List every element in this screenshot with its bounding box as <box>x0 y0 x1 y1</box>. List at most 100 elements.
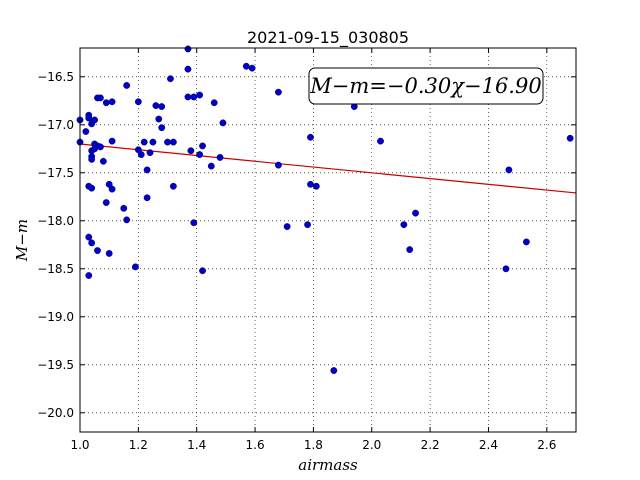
y-tick-label: −17.0 <box>37 118 74 132</box>
data-point <box>199 267 206 275</box>
data-point <box>505 166 513 174</box>
data-point <box>108 98 116 106</box>
data-point <box>184 65 192 73</box>
data-point <box>184 93 192 101</box>
data-point <box>377 137 384 145</box>
data-point <box>82 128 90 135</box>
data-point <box>406 246 414 254</box>
data-point <box>219 119 227 127</box>
data-point <box>523 238 530 246</box>
data-point <box>312 182 320 190</box>
data-point <box>123 82 131 89</box>
data-point <box>207 162 215 170</box>
x-tick-label: 1.8 <box>304 438 323 452</box>
data-point <box>99 157 107 165</box>
x-tick-label: 1.6 <box>246 438 265 452</box>
data-point <box>169 138 177 146</box>
data-point <box>158 103 166 110</box>
data-point <box>216 154 224 161</box>
x-axis-label: airmass <box>298 456 358 474</box>
data-point <box>566 134 574 142</box>
data-point <box>248 64 256 72</box>
fit-line-layer <box>79 143 577 194</box>
x-tick-label: 1.4 <box>187 438 206 452</box>
y-tick-label: −18.0 <box>37 214 74 228</box>
x-axis-ticks: 1.0 1.2 1.4 1.6 1.8 2.0 2.2 2.4 2.6 <box>70 48 556 452</box>
data-point <box>400 221 408 229</box>
data-point <box>91 116 98 124</box>
data-point <box>149 138 157 146</box>
data-point <box>412 209 419 217</box>
data-point <box>146 149 154 157</box>
y-tick-label: −20.0 <box>37 406 74 420</box>
data-point <box>140 138 148 146</box>
data-point <box>88 184 96 192</box>
data-point <box>196 151 204 158</box>
x-tick-label: 1.2 <box>129 438 148 452</box>
plot-area <box>80 48 576 432</box>
data-point <box>158 124 166 132</box>
y-tick-label: −19.5 <box>37 358 74 372</box>
fit-legend-box <box>308 67 544 105</box>
x-tick-label: 1.0 <box>70 438 89 452</box>
fit-legend-text: M−m=−0.30χ−16.90 <box>309 74 541 98</box>
data-point <box>143 166 151 174</box>
y-axis-ticks: −16.5 −17.0 −17.5 −18.0 −18.5 −19.0 −19.5 −20.0 <box>37 70 576 420</box>
data-point <box>152 102 160 110</box>
data-point <box>155 115 163 123</box>
data-point <box>97 143 104 151</box>
data-point <box>105 250 113 257</box>
data-point <box>190 93 198 101</box>
data-point <box>97 94 104 102</box>
plot-frame <box>79 47 577 433</box>
fit-line <box>79 143 577 194</box>
x-tick-label: 2.0 <box>362 438 381 452</box>
data-point <box>167 75 174 83</box>
data-point <box>274 161 282 169</box>
y-tick-label: −16.5 <box>37 70 74 84</box>
y-tick-label: −18.5 <box>37 262 74 276</box>
data-points <box>76 45 574 374</box>
data-point <box>210 99 218 107</box>
x-tick-label: 2.4 <box>479 438 498 452</box>
data-point <box>94 247 101 254</box>
data-point <box>137 151 145 158</box>
data-point <box>307 133 314 141</box>
data-point <box>88 239 96 247</box>
data-point <box>330 367 338 374</box>
y-axis-label: M−m <box>13 219 31 262</box>
data-point <box>108 185 116 193</box>
data-point <box>123 216 131 224</box>
data-point <box>85 114 93 122</box>
data-point <box>120 204 128 212</box>
x-tick-label: 2.2 <box>421 438 440 452</box>
chart-title: 2021-09-15_030805 <box>247 28 409 48</box>
data-point <box>274 88 282 96</box>
data-point <box>187 147 195 155</box>
y-tick-label: −17.5 <box>37 166 74 180</box>
data-point <box>242 62 250 70</box>
data-point <box>143 194 151 202</box>
fit-legend: M−m=−0.30χ−16.90 <box>308 67 544 105</box>
x-tick-label: 2.6 <box>537 438 556 452</box>
data-point <box>184 45 192 53</box>
data-point <box>88 155 96 163</box>
data-point <box>85 272 93 279</box>
data-point <box>196 91 204 99</box>
data-point <box>134 98 142 106</box>
data-point <box>102 99 110 107</box>
data-point <box>85 233 93 241</box>
data-point <box>190 219 198 227</box>
data-point <box>283 223 291 230</box>
data-point <box>132 263 139 271</box>
data-point <box>102 199 110 206</box>
data-point <box>304 221 311 229</box>
data-point <box>164 138 171 146</box>
data-point <box>502 265 510 273</box>
grid-lines <box>79 48 576 432</box>
data-point <box>307 180 314 188</box>
data-point <box>199 142 206 150</box>
data-point <box>108 137 116 145</box>
y-tick-label: −19.0 <box>37 310 74 324</box>
